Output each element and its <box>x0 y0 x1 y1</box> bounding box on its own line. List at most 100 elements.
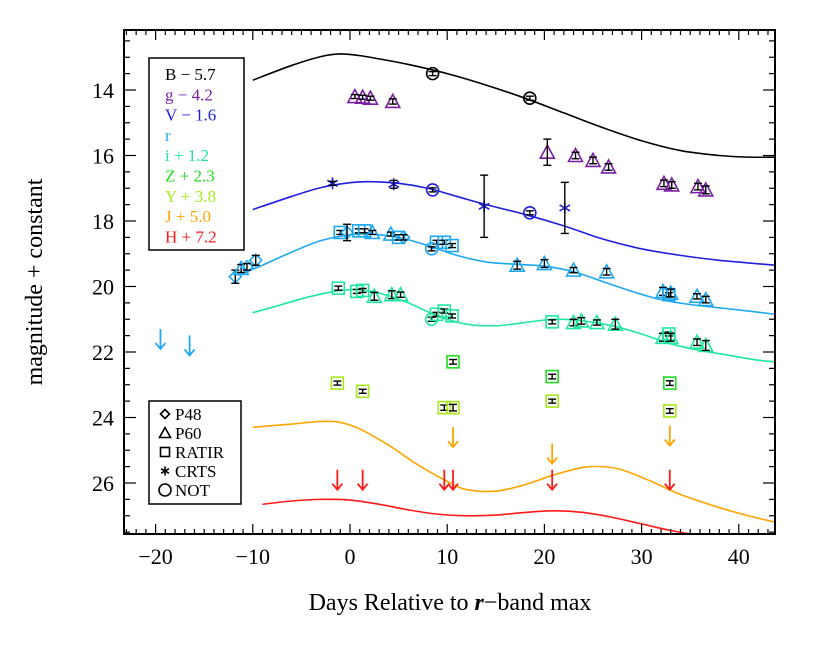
data-point <box>364 223 381 240</box>
instrument-legend-item: P48 <box>175 405 201 424</box>
x-axis-label: Days Relative to r−band max <box>309 590 592 616</box>
x-tick-label: 20 <box>533 544 555 569</box>
instrument-legend-item: P60 <box>175 424 201 443</box>
band-legend-item: i + 1.2 <box>165 146 209 165</box>
data-point <box>382 225 400 241</box>
data-point <box>559 181 571 235</box>
data-point <box>392 286 409 302</box>
axes: −20 −10 0 10 20 30 40 14 16 18 20 22 24 26 <box>92 29 776 569</box>
data-point <box>688 287 706 304</box>
data-point <box>688 333 706 349</box>
instrument-legend-item: CRTS <box>175 462 217 481</box>
band-legend-item: r <box>165 126 171 145</box>
data-point <box>572 312 590 328</box>
data-point <box>662 404 677 418</box>
asterisk-marker-icon <box>160 466 170 476</box>
data-point <box>445 309 459 323</box>
x-tick-label: 30 <box>631 544 653 569</box>
data-point <box>331 281 346 295</box>
data-point <box>662 284 680 300</box>
data-point <box>396 230 411 245</box>
data-point <box>662 376 677 390</box>
data-point <box>239 259 255 274</box>
data-point <box>425 66 440 81</box>
upper-limit-arrow-icon <box>183 335 196 357</box>
model-curve-r <box>237 233 775 316</box>
data-point <box>446 355 460 369</box>
data-point <box>365 287 383 304</box>
x-tick-label: 0 <box>345 544 356 569</box>
upper-limit-arrow-icon <box>438 469 450 492</box>
upper-limit-arrow-icon <box>154 328 167 351</box>
upper-limit-arrow-icon <box>546 469 558 492</box>
data-point <box>339 223 355 242</box>
data-point <box>598 263 615 279</box>
data-point <box>446 400 460 415</box>
data-point <box>565 261 582 277</box>
upper-limit-arrow-icon <box>447 469 459 492</box>
y-tick-label: 20 <box>92 275 114 300</box>
circle-marker-icon <box>158 483 172 497</box>
upper-limit-arrow-icon <box>447 427 459 449</box>
data-point <box>662 328 680 345</box>
data-point <box>607 315 624 331</box>
data-point <box>523 91 537 105</box>
data-point <box>584 151 602 168</box>
data-point <box>330 376 345 390</box>
data-point <box>567 146 584 163</box>
data-point <box>545 369 559 384</box>
data-point <box>424 312 439 327</box>
data-point <box>362 89 379 105</box>
data-point <box>326 177 339 190</box>
data-points <box>228 66 715 418</box>
band-legend-item: Y + 3.8 <box>165 187 216 206</box>
x-tick-label: −10 <box>236 544 270 569</box>
x-tick-label: 40 <box>728 544 750 569</box>
y-axis-label: magnitude + constant <box>22 178 48 385</box>
data-point <box>388 178 400 191</box>
model-curve-H <box>262 498 696 534</box>
square-marker-icon <box>159 446 171 458</box>
data-point <box>536 254 553 271</box>
y-tick-label: 24 <box>92 406 114 431</box>
band-legend-item: H + 7.2 <box>165 227 217 246</box>
data-point <box>248 253 263 268</box>
y-tick-label: 16 <box>92 144 114 169</box>
upper-limit-arrow-icon <box>331 469 344 492</box>
data-point <box>697 336 715 353</box>
upper-limit-arrow-icon <box>356 469 369 492</box>
model-curve-i <box>252 288 775 363</box>
triangle-marker-icon <box>158 425 172 439</box>
data-point <box>437 304 452 318</box>
data-point <box>697 181 715 197</box>
band-legend-item: Z + 2.3 <box>165 167 215 186</box>
y-tick-label: 22 <box>92 340 114 365</box>
data-point <box>545 394 559 408</box>
model-curve-B <box>252 53 775 159</box>
y-tick-label: 14 <box>92 78 114 103</box>
data-point <box>523 206 537 220</box>
instrument-legend-item: NOT <box>175 481 211 500</box>
data-point <box>354 88 371 105</box>
y-tick-label: 18 <box>92 209 114 234</box>
data-point <box>437 400 452 415</box>
band-legend-item: J + 5.0 <box>165 207 211 226</box>
data-point <box>384 92 402 109</box>
upper-limit-arrow-icon <box>546 443 558 465</box>
data-point <box>663 176 681 192</box>
data-point <box>508 256 526 273</box>
data-point <box>545 315 559 329</box>
data-point <box>689 177 707 194</box>
data-point <box>697 290 715 307</box>
data-point <box>355 384 370 399</box>
data-point <box>538 138 556 167</box>
diamond-marker-icon <box>159 408 171 420</box>
band-legend-item: g − 4.2 <box>165 85 213 104</box>
upper-limit-arrow-icon <box>664 425 676 447</box>
band-legend-item: V − 1.6 <box>165 106 216 125</box>
upper-limit-arrows <box>154 328 676 492</box>
model-curve-V <box>252 180 775 266</box>
